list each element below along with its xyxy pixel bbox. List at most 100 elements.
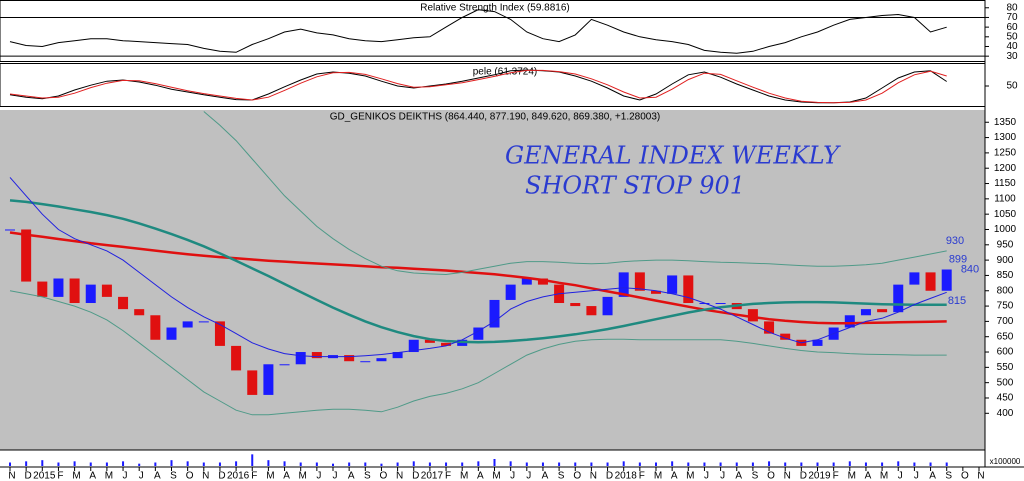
x-tick-label: S bbox=[945, 471, 952, 481]
line-series bbox=[9, 199, 947, 344]
x-tick-label: J bbox=[526, 471, 531, 481]
x-tick-label: M bbox=[105, 471, 113, 481]
line-series bbox=[9, 290, 947, 416]
volume-bar bbox=[784, 462, 787, 466]
x-tick-label: M bbox=[880, 471, 888, 481]
candle bbox=[780, 333, 791, 340]
x-tick-label: N bbox=[8, 471, 15, 481]
volume-bar bbox=[154, 462, 157, 466]
candle bbox=[505, 284, 516, 300]
volume-bar bbox=[332, 463, 334, 466]
x-tick-label: 2018 bbox=[615, 471, 638, 481]
volume-bar bbox=[606, 462, 609, 466]
candle bbox=[5, 229, 15, 231]
candle bbox=[683, 275, 694, 304]
volume-bar bbox=[558, 462, 561, 466]
candle bbox=[101, 284, 112, 297]
x-tick-label: 2015 bbox=[33, 471, 56, 481]
x-tick-label: N bbox=[977, 471, 984, 481]
x-tick-label: M bbox=[686, 471, 694, 481]
y-tick-label: 400 bbox=[997, 408, 1014, 419]
x-tick-label: F bbox=[57, 471, 63, 481]
volume-bar bbox=[768, 461, 771, 466]
x-tick-label: S bbox=[558, 471, 565, 481]
line-series bbox=[9, 69, 947, 104]
x-tick-label: J bbox=[898, 471, 903, 481]
x-tick-label: 2019 bbox=[808, 471, 831, 481]
x-tick-label: J bbox=[510, 471, 515, 481]
x-tick-label: F bbox=[445, 471, 451, 481]
candle bbox=[844, 315, 855, 328]
volume-bar bbox=[412, 461, 415, 466]
volume-bar bbox=[461, 462, 464, 466]
annotation: GENERAL INDEX WEEKLY bbox=[505, 142, 841, 170]
volume-bar bbox=[881, 462, 884, 466]
volume-bar bbox=[832, 462, 835, 466]
volume-bar bbox=[251, 454, 254, 466]
x-tick-label: N bbox=[590, 471, 597, 481]
x-tick-label: M bbox=[654, 471, 662, 481]
y-tick-label: 800 bbox=[997, 285, 1014, 296]
volume-bar bbox=[105, 462, 108, 466]
volume-bar bbox=[348, 462, 351, 466]
candle bbox=[667, 275, 678, 294]
candle bbox=[521, 278, 532, 285]
x-tick-label: D bbox=[412, 471, 419, 481]
candle bbox=[812, 339, 823, 346]
x-tick-label: A bbox=[929, 471, 936, 481]
volume-bar bbox=[380, 463, 383, 466]
candle bbox=[198, 321, 209, 323]
y-tick-label: 50 bbox=[1006, 31, 1018, 42]
volume-bar bbox=[929, 462, 932, 466]
volume-bar bbox=[9, 462, 11, 466]
plot-layer bbox=[9, 69, 947, 104]
candle bbox=[311, 352, 322, 359]
candle bbox=[21, 229, 32, 282]
candle bbox=[37, 281, 48, 297]
y-tick-label: 60 bbox=[1006, 22, 1018, 33]
candle bbox=[134, 309, 145, 316]
candle bbox=[602, 296, 613, 316]
x-tick-label: S bbox=[170, 471, 177, 481]
x-tick-label: D bbox=[606, 471, 613, 481]
x-tick-label: D bbox=[25, 471, 32, 481]
candle bbox=[360, 361, 371, 363]
volume-bar bbox=[687, 462, 690, 466]
volume-bar bbox=[751, 462, 754, 466]
volume-bar bbox=[267, 460, 270, 466]
volume-bar bbox=[848, 461, 851, 466]
y-tick-label: 700 bbox=[997, 316, 1014, 327]
y-tick-label: 1050 bbox=[994, 209, 1017, 220]
y-tick-label: 80 bbox=[1006, 2, 1018, 13]
volume-bar bbox=[671, 461, 674, 466]
candle bbox=[634, 272, 645, 291]
candle bbox=[909, 272, 920, 285]
volume-bar bbox=[73, 461, 76, 466]
volume-bar bbox=[703, 462, 706, 466]
candle bbox=[441, 342, 452, 346]
candle bbox=[925, 272, 936, 291]
candle bbox=[860, 309, 871, 316]
y-tick-label: 600 bbox=[997, 347, 1014, 358]
candle bbox=[764, 321, 775, 334]
candle bbox=[489, 299, 500, 328]
x-tick-label: J bbox=[316, 471, 321, 481]
x-tick-label: F bbox=[833, 471, 839, 481]
x-tick-label: D bbox=[218, 471, 225, 481]
x-tick-label: A bbox=[735, 471, 742, 481]
volume-bar bbox=[25, 461, 28, 466]
candle bbox=[150, 315, 161, 340]
volume-bar bbox=[235, 461, 238, 466]
level-label: 930 bbox=[946, 235, 964, 247]
x-tick-label: O bbox=[767, 471, 775, 481]
y-tick-label: 1150 bbox=[994, 178, 1016, 189]
candle bbox=[263, 364, 274, 395]
y-tick-label: 650 bbox=[997, 331, 1014, 342]
line-series bbox=[9, 69, 947, 104]
y-tick-label: 850 bbox=[997, 270, 1014, 281]
candle bbox=[69, 278, 80, 304]
volume-bar bbox=[364, 462, 367, 466]
x-tick-label: M bbox=[266, 471, 274, 481]
volume-bar bbox=[186, 461, 189, 466]
